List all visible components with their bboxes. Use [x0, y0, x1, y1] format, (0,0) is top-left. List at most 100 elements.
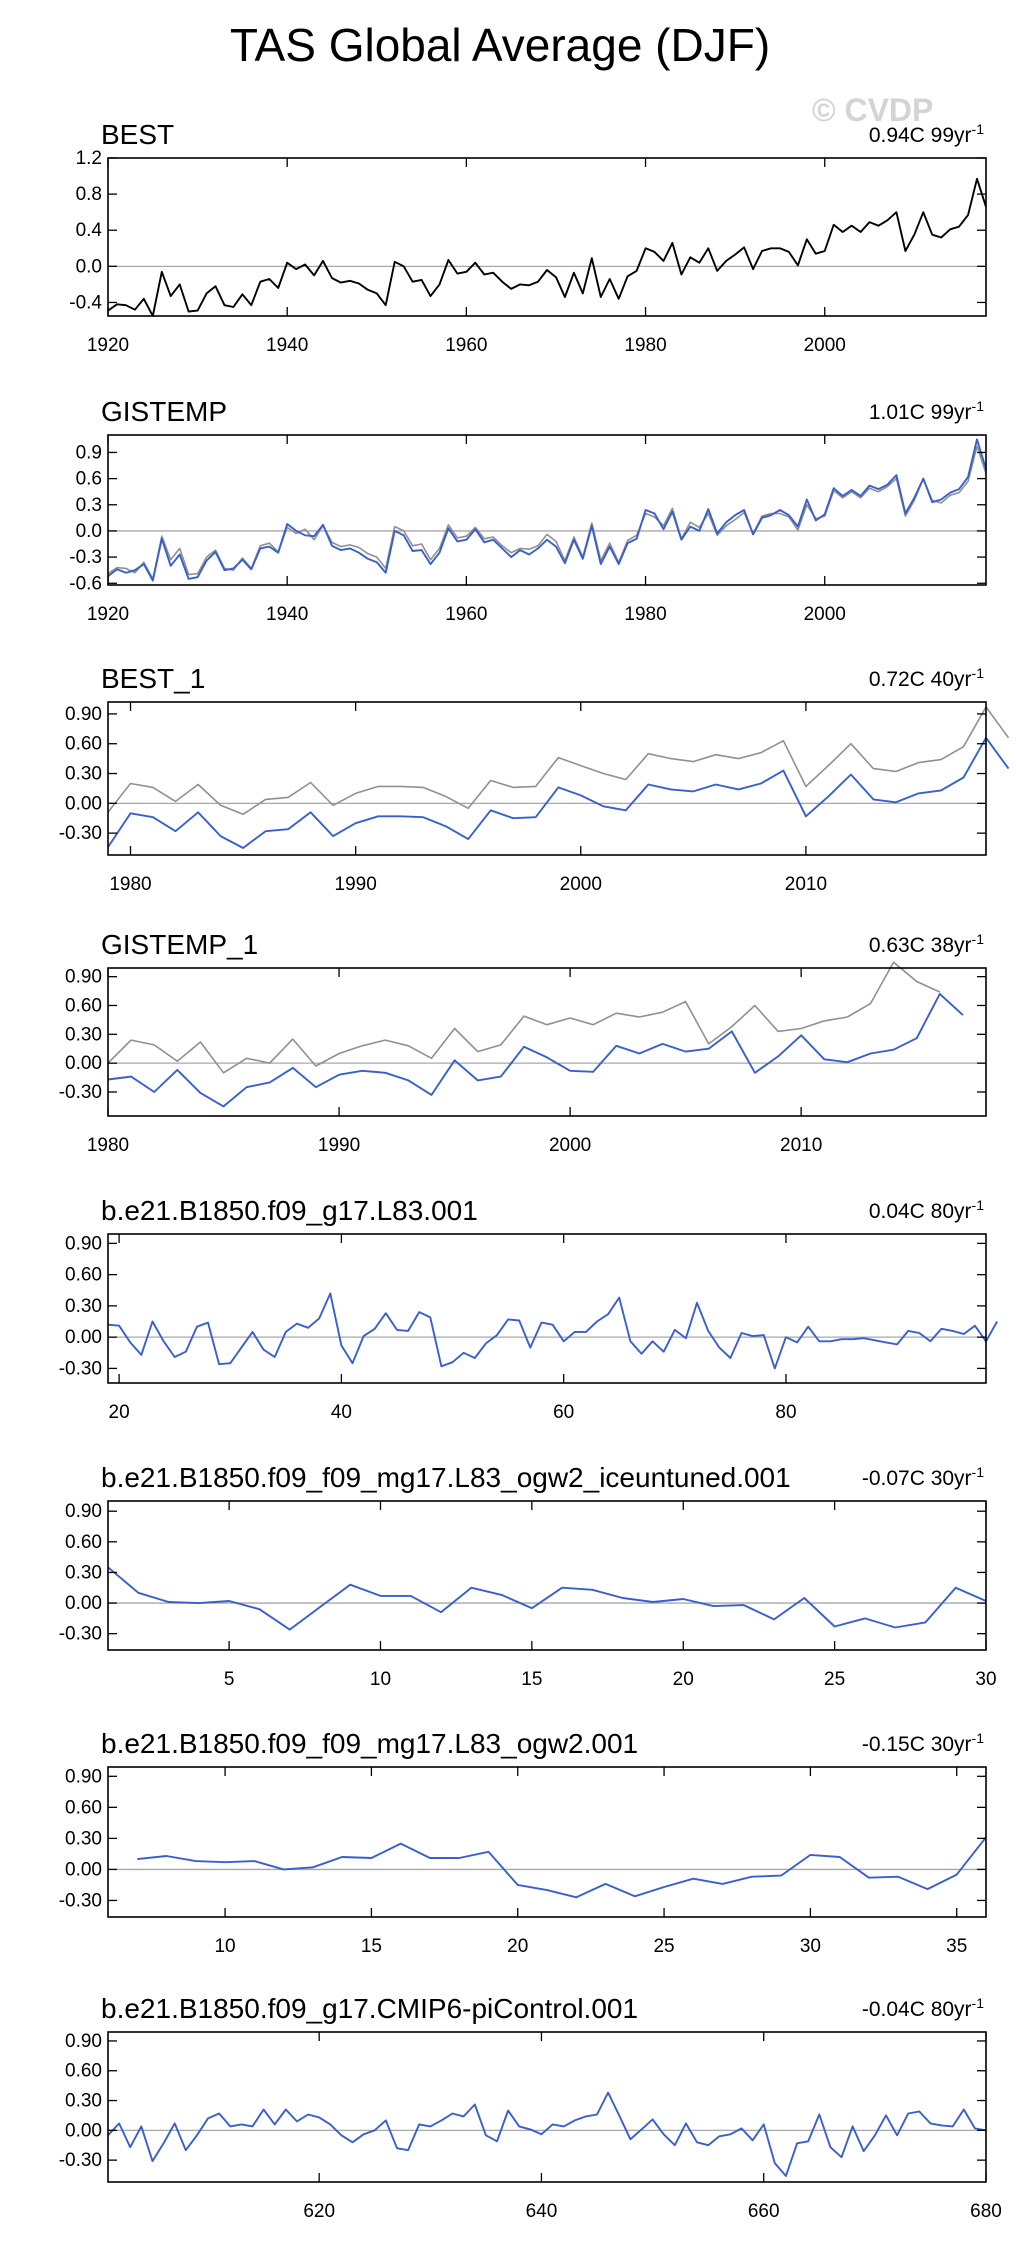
y-tick-label: 0.60 — [65, 734, 102, 755]
x-tick-label: 25 — [653, 1936, 674, 1957]
plot-frame — [107, 1500, 987, 1651]
series-line-b-e21-b1850-f09-g17-l83-001 — [107, 1292, 998, 1370]
chart-5: b.e21.B1850.f09_g17.L83.001 0.04C 80yr-1 -… — [59, 1195, 998, 1423]
y-tick-label: 0.8 — [76, 184, 102, 205]
y-tick-label: 0.30 — [65, 1562, 102, 1583]
y-tick-label: 0.60 — [65, 995, 102, 1016]
plot-frame — [107, 967, 987, 1117]
x-tick-label: 2000 — [804, 604, 846, 625]
y-tick-label: 0.90 — [65, 1233, 102, 1254]
plot-frame — [107, 2031, 987, 2183]
y-tick-label: 0.0 — [76, 521, 102, 542]
x-tick-label: 20 — [109, 1402, 130, 1423]
chart-2: GISTEMP 1.01C 99yr-1 -0.6 -0.3 0.0 0.3 0.6 0.9 1… — [69, 396, 987, 625]
x-tick-label: 1980 — [87, 1135, 129, 1156]
plot-frame — [107, 1233, 987, 1384]
trend-label: 1.01C 99yr-1 — [869, 398, 984, 424]
trend-label: 0.72C 40yr-1 — [869, 665, 984, 691]
series-line-best — [107, 177, 987, 317]
y-tick-label: 1.2 — [76, 148, 102, 169]
x-tick-label: 620 — [303, 2201, 335, 2222]
y-tick-label: 0.00 — [65, 1859, 102, 1880]
y-tick-label: -0.4 — [69, 292, 102, 313]
y-tick-label: 0.3 — [76, 495, 102, 516]
x-tick-label: 25 — [824, 1669, 845, 1690]
series-line-gistemp-1 — [107, 992, 964, 1108]
x-tick-label: 2010 — [780, 1135, 822, 1156]
x-tick-label: 1940 — [266, 335, 308, 356]
plot-frame — [107, 157, 987, 317]
series-line-b-e21-b1850-f09-g17-cmip6-picontrol-001 — [107, 2091, 987, 2177]
series-line-best — [107, 445, 987, 580]
panel-title: GISTEMP — [101, 396, 227, 427]
x-tick-label: 2010 — [785, 874, 827, 895]
series-line-b-e21-b1850-f09-f09-mg17-l83-ogw2-001 — [137, 1836, 987, 1899]
trend-label: -0.04C 80yr-1 — [862, 1995, 984, 2021]
y-tick-label: 0.00 — [65, 2120, 102, 2141]
x-tick-label: 1990 — [335, 874, 377, 895]
y-tick-label: 0.30 — [65, 1024, 102, 1045]
y-tick-label: 0.90 — [65, 704, 102, 725]
y-tick-label: 0.60 — [65, 1797, 102, 1818]
x-tick-label: 2000 — [560, 874, 602, 895]
x-tick-label: 40 — [331, 1402, 352, 1423]
trend-label: 0.04C 80yr-1 — [869, 1197, 984, 1223]
plot-frame — [107, 1766, 987, 1918]
x-tick-label: 10 — [370, 1669, 391, 1690]
page-title: TAS Global Average (DJF) — [229, 19, 771, 71]
y-tick-label: 0.00 — [65, 1327, 102, 1348]
chart-3: BEST_1 0.72C 40yr-1 -0.30 0.00 0.30 0.60 0.90 1… — [59, 663, 1010, 895]
series-line-best — [107, 706, 1010, 816]
series-line-best-1 — [107, 736, 1010, 849]
y-tick-label: 0.90 — [65, 2031, 102, 2052]
y-tick-label: 0.90 — [65, 1766, 102, 1787]
trend-label: -0.15C 30yr-1 — [862, 1730, 984, 1756]
y-tick-label: 0.00 — [65, 793, 102, 814]
y-tick-label: -0.30 — [59, 1890, 102, 1911]
panel-title: b.e21.B1850.f09_g17.CMIP6-piControl.001 — [101, 1993, 638, 2024]
x-tick-label: 680 — [970, 2201, 1002, 2222]
x-tick-label: 1990 — [318, 1135, 360, 1156]
panel-title: b.e21.B1850.f09_f09_mg17.L83_ogw2.001 — [101, 1728, 638, 1759]
y-tick-label: -0.30 — [59, 1624, 102, 1645]
x-tick-label: 1960 — [445, 335, 487, 356]
y-tick-label: 0.60 — [65, 2061, 102, 2082]
y-tick-label: 0.30 — [65, 1828, 102, 1849]
x-tick-label: 20 — [507, 1936, 528, 1957]
y-tick-label: -0.6 — [69, 573, 102, 594]
y-tick-label: 0.90 — [65, 1501, 102, 1522]
y-tick-label: -0.3 — [69, 547, 102, 568]
panel-title: BEST — [101, 119, 174, 150]
y-tick-label: 0.4 — [76, 220, 103, 241]
y-tick-label: 0.90 — [65, 967, 102, 988]
x-tick-label: 10 — [214, 1936, 235, 1957]
y-tick-label: 0.30 — [65, 2091, 102, 2112]
cvdp-watermark: © CVDP — [812, 92, 934, 128]
y-tick-label: 0.60 — [65, 1532, 102, 1553]
y-tick-label: 0.0 — [76, 256, 102, 277]
plot-frame — [107, 701, 987, 856]
x-tick-label: 35 — [946, 1936, 967, 1957]
trend-label: 0.63C 38yr-1 — [869, 931, 984, 957]
y-tick-label: 0.6 — [76, 469, 102, 490]
panel-title: GISTEMP_1 — [101, 929, 258, 960]
y-tick-label: -0.30 — [59, 1358, 102, 1379]
x-tick-label: 1980 — [624, 335, 666, 356]
panel-title: b.e21.B1850.f09_f09_mg17.L83_ogw2_iceunt… — [101, 1462, 791, 1493]
x-tick-label: 1920 — [87, 335, 129, 356]
chart-6: b.e21.B1850.f09_f09_mg17.L83_ogw2_iceunt… — [59, 1462, 997, 1690]
y-tick-label: 0.30 — [65, 1296, 102, 1317]
y-tick-label: 0.60 — [65, 1265, 102, 1286]
chart-1: BEST 0.94C 99yr-1 -0.4 0.0 0.4 0.8 1.2 1920 1940… — [69, 119, 987, 356]
y-tick-label: 0.00 — [65, 1593, 102, 1614]
trend-label: 0.94C 99yr-1 — [869, 121, 984, 147]
x-tick-label: 15 — [521, 1669, 542, 1690]
x-tick-label: 80 — [775, 1402, 796, 1423]
x-tick-label: 2000 — [804, 335, 846, 356]
trend-label: -0.07C 30yr-1 — [862, 1464, 984, 1490]
x-tick-label: 15 — [361, 1936, 382, 1957]
panel-title: b.e21.B1850.f09_g17.L83.001 — [101, 1195, 478, 1226]
x-tick-label: 1980 — [624, 604, 666, 625]
y-tick-label: 0.30 — [65, 764, 102, 785]
